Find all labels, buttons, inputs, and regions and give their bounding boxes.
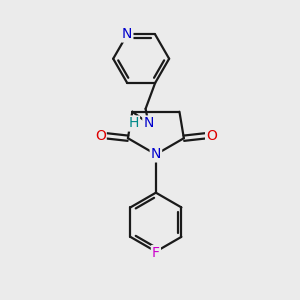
- Text: N: N: [122, 28, 132, 41]
- Text: O: O: [206, 129, 217, 143]
- Text: H: H: [129, 116, 139, 130]
- Text: N: N: [143, 116, 154, 130]
- Text: N: N: [151, 147, 161, 161]
- Text: O: O: [95, 129, 106, 143]
- Text: F: F: [152, 246, 160, 260]
